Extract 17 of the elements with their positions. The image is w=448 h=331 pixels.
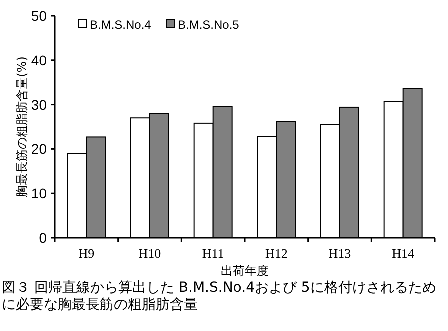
legend-label: B.M.S.No.4 xyxy=(90,18,152,32)
y-tick-label: 0 xyxy=(39,230,48,246)
legend-label: B.M.S.No.5 xyxy=(178,18,240,32)
x-tick-label: H10 xyxy=(138,246,162,261)
y-tick-label: 20 xyxy=(31,141,48,158)
x-axis-title: 出荷年度 xyxy=(221,264,269,278)
y-tick-label: 10 xyxy=(31,186,48,202)
x-tick-label: H14 xyxy=(392,246,416,261)
y-tick-label: 30 xyxy=(31,96,48,113)
caption: 図３ 回帰直線から算出した B.M.S.No.4および 5に格付けされるために必要な胸最長筋の粗脂肪含量 xyxy=(2,280,436,313)
x-tick-label: H11 xyxy=(202,246,224,261)
y-tick-label: 50 xyxy=(31,8,48,24)
y-tick-label: 40 xyxy=(31,52,48,68)
x-tick-label: H9 xyxy=(78,246,95,261)
y-axis-title: 胸最長筋の粗脂肪含量(%) xyxy=(15,56,29,198)
x-tick-label: H12 xyxy=(265,246,288,261)
x-tick-label: H13 xyxy=(328,246,352,261)
